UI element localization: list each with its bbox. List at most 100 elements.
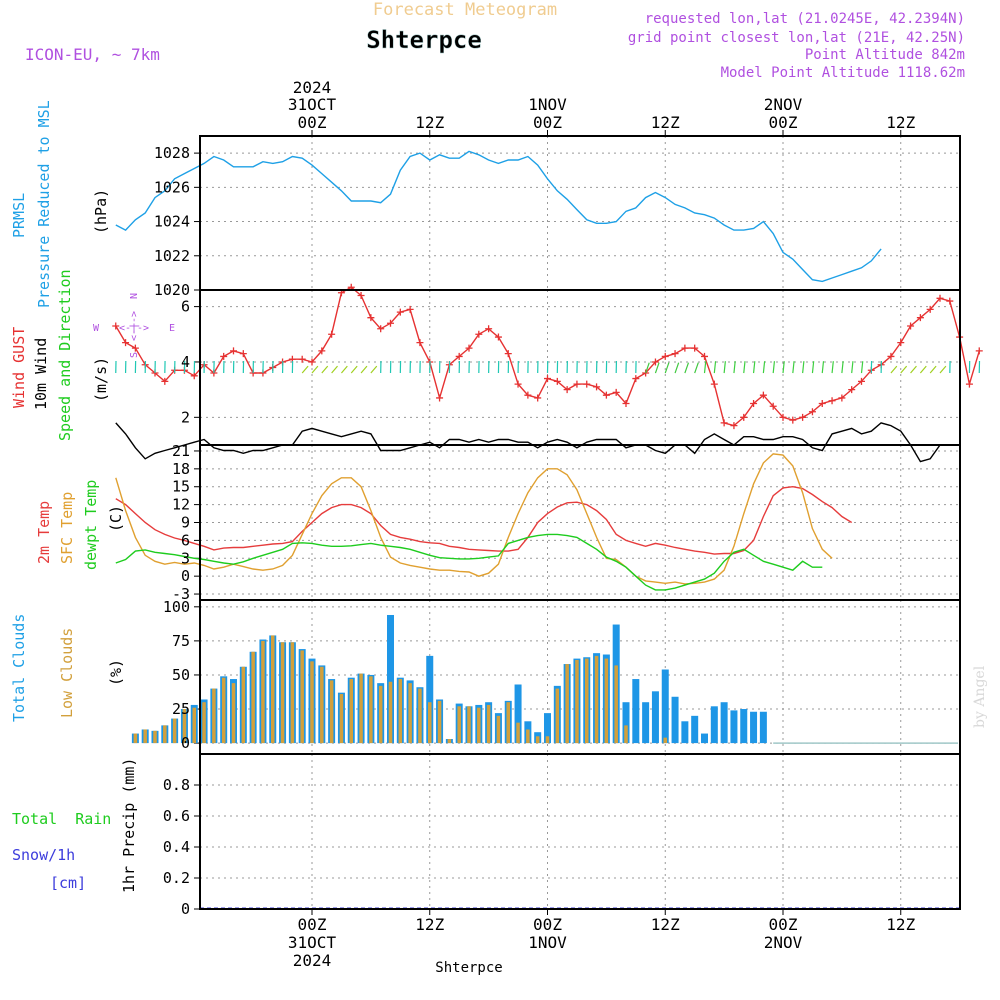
- wind-gust-point: [808, 408, 816, 416]
- wind-direction-arrow: [939, 365, 947, 374]
- snow-unit-label: [cm]: [50, 874, 86, 892]
- low-cloud-bar: [457, 706, 461, 744]
- wind-gust-point: [936, 294, 944, 302]
- wind-direction-arrow: [360, 365, 368, 374]
- y-tick-label: 50: [172, 666, 190, 684]
- low-clouds-label: Low Clouds: [58, 628, 76, 718]
- total-cloud-bar: [544, 713, 551, 744]
- wind-gust-point: [926, 305, 934, 313]
- low-cloud-bar: [202, 702, 206, 744]
- low-cloud-bar: [447, 739, 452, 744]
- y-tick-label: 25: [172, 700, 190, 718]
- wind-direction-arrow: [929, 365, 937, 374]
- low-cloud-bar: [143, 729, 147, 744]
- low-cloud-bar: [437, 700, 442, 744]
- wind-direction-arrow: [900, 365, 908, 374]
- y-tick-label: 6: [181, 298, 190, 316]
- wind-direction-arrow: [802, 361, 805, 374]
- low-cloud-bar: [172, 718, 177, 744]
- low-cloud-bar: [320, 666, 324, 744]
- low-cloud-bar: [565, 664, 569, 744]
- y-tick-label: 21: [172, 442, 190, 460]
- wind-direction-arrow: [792, 361, 795, 374]
- wind-gust-point: [504, 350, 512, 358]
- y-tick-label: 100: [163, 598, 190, 616]
- wind-gust-point: [661, 352, 669, 360]
- wind-direction-arrow: [674, 362, 680, 374]
- wind-gust-point: [475, 330, 483, 338]
- wind-direction-arrow: [331, 365, 338, 374]
- low-cloud-bar: [506, 702, 510, 744]
- y-tick-label: 2: [181, 408, 190, 426]
- wind-gust-point: [897, 339, 905, 347]
- wind-gust-label: Wind GUST: [10, 327, 28, 408]
- compass-arrow: <-|->: [119, 323, 149, 334]
- wind-gust-point: [789, 416, 797, 424]
- wind-gust-point: [122, 339, 130, 347]
- wind-gust-point: [622, 399, 630, 407]
- wind-direction-arrow: [841, 361, 844, 374]
- bottom-tick-label: 00Z: [298, 915, 327, 934]
- wind-gust-point: [328, 330, 336, 338]
- total-rain-label: Total Rain: [12, 810, 111, 828]
- y-tick-label: 0: [181, 900, 190, 918]
- bottom-day-label: 2NOV: [764, 933, 803, 952]
- wind-gust-point: [436, 394, 444, 402]
- wind-gust-point: [602, 391, 610, 399]
- y-tick-label: 4: [181, 353, 190, 371]
- low-cloud-bar: [408, 683, 412, 744]
- panel-frames: [199, 135, 961, 910]
- total-cloud-bar: [701, 733, 708, 744]
- total-cloud-bar: [720, 702, 728, 744]
- wind-direction-arrow: [321, 365, 329, 374]
- bottom-tick-label: 12Z: [415, 915, 444, 934]
- model-label: ICON-EU, ~ 7km: [25, 45, 160, 64]
- wind-gust-point: [416, 339, 424, 347]
- low-cloud-bar: [251, 651, 255, 744]
- top-tick-label: 00Z: [533, 113, 562, 132]
- wind-gust-point: [769, 402, 777, 410]
- y-tick-label: 1020: [154, 281, 190, 299]
- wind-gust-point: [190, 372, 198, 380]
- pressure-desc-label: Pressure Reduced to MSL: [35, 100, 53, 308]
- top-day-labels: 31OCT 1NOV 2NOV: [288, 95, 803, 114]
- compass-ns-arrow: <-|->: [129, 311, 140, 341]
- wind-gust-point: [887, 352, 895, 360]
- low-cloud-bar: [300, 650, 304, 744]
- wind-gust-point: [583, 380, 591, 388]
- wind-gust-point: [858, 377, 865, 385]
- cloud-panel-labels: Total Clouds Low Clouds (%): [10, 614, 125, 722]
- low-cloud-bar: [545, 736, 550, 744]
- wind-direction-arrow: [311, 365, 319, 374]
- wind-direction-arrow: [782, 361, 785, 374]
- wind-gust-point: [524, 391, 532, 399]
- low-cloud-bar: [212, 688, 216, 744]
- y-tick-label: 0: [181, 567, 190, 585]
- wind-gust-point: [553, 377, 561, 385]
- wind-gust-point: [220, 352, 228, 360]
- wind-gust-point: [965, 380, 973, 388]
- wind-direction-arrow: [743, 361, 746, 374]
- wind10-label: 10m Wind: [32, 338, 50, 410]
- total-cloud-bar: [426, 655, 434, 744]
- low-cloud-bar: [663, 737, 667, 744]
- wind-direction-arrow: [910, 365, 917, 374]
- low-cloud-bar: [163, 725, 167, 744]
- wind-gust-point: [298, 355, 306, 363]
- wind-gust-point: [838, 394, 846, 402]
- pressure-panel-labels: PRMSL Pressure Reduced to MSL (hPa): [10, 100, 110, 308]
- wind-gust-point: [975, 347, 983, 355]
- total-cloud-bar: [681, 721, 689, 744]
- total-cloud-bar: [387, 614, 394, 744]
- wind10-line: [115, 422, 941, 463]
- low-cloud-bar: [594, 655, 599, 744]
- y-tick-label: 1028: [154, 144, 190, 162]
- wind-gust-point: [544, 375, 551, 383]
- wind-gust-point: [239, 350, 247, 358]
- top-tick-labels: 00Z 12Z 00Z 12Z 00Z 12Z: [298, 113, 916, 132]
- wind-gust-point: [593, 383, 601, 391]
- low-cloud-bar: [221, 677, 226, 744]
- low-cloud-bar: [624, 725, 628, 744]
- bottom-year: 2024: [293, 951, 332, 970]
- y-tick-label: 18: [172, 460, 190, 478]
